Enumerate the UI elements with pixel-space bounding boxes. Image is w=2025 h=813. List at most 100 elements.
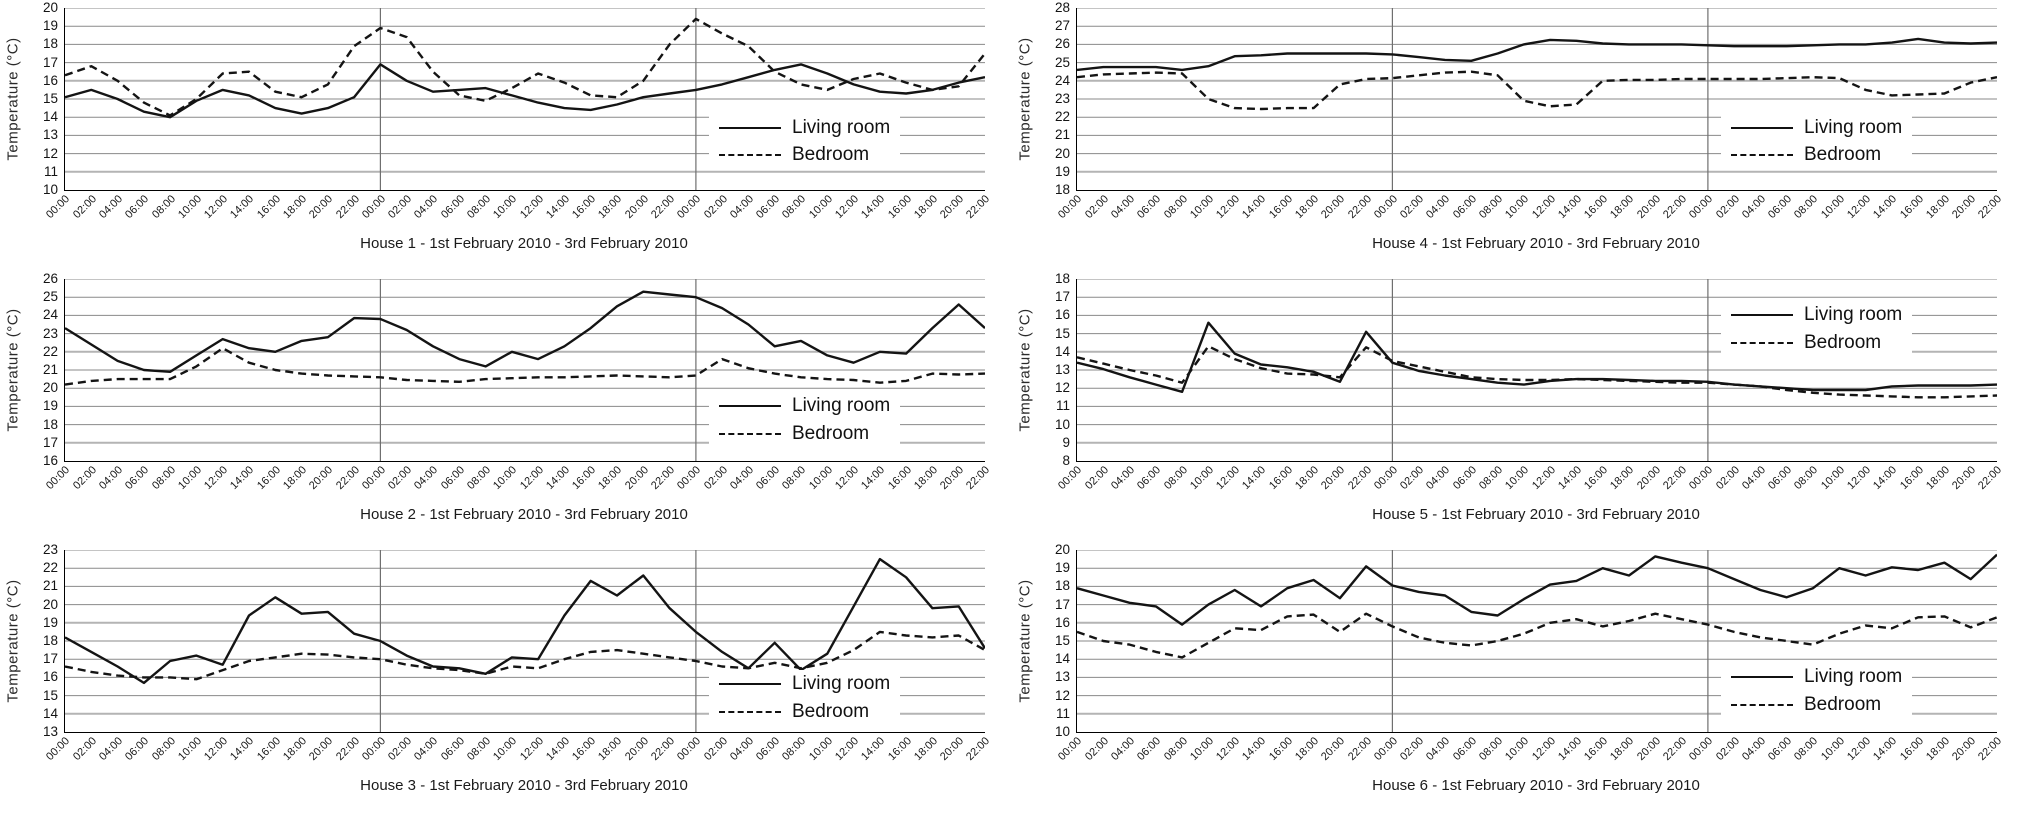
x-tick-label: 12:00 bbox=[517, 193, 546, 221]
legend-item-living: Living room bbox=[719, 395, 890, 416]
x-tick-label: 20:00 bbox=[1950, 464, 1979, 492]
bedroom-line-sample bbox=[719, 432, 781, 435]
y-tick-label: 19 bbox=[1054, 163, 1070, 179]
x-tick-label: 06:00 bbox=[1135, 464, 1164, 492]
living-room-line bbox=[65, 557, 985, 685]
y-tick-label: 15 bbox=[1054, 325, 1070, 341]
bedroom-line bbox=[1077, 345, 1997, 399]
x-tick-label: 20:00 bbox=[622, 735, 651, 763]
x-tick-label: 02:00 bbox=[701, 193, 730, 221]
y-axis-title: Temperature (°C) bbox=[1016, 579, 1034, 703]
x-tick-label: 22:00 bbox=[1661, 193, 1690, 221]
x-tick-label: 22:00 bbox=[1345, 464, 1374, 492]
living-room-line bbox=[1077, 37, 1997, 72]
x-tick-label: 08:00 bbox=[1161, 464, 1190, 492]
x-tick-label: 08:00 bbox=[780, 464, 809, 492]
y-tick-label: 27 bbox=[1054, 18, 1070, 34]
x-tick-label: 14:00 bbox=[1240, 193, 1269, 221]
x-tick-label: 18:00 bbox=[1608, 735, 1637, 763]
legend-label: Bedroom bbox=[792, 422, 870, 444]
x-tick-label: 22:00 bbox=[1661, 464, 1690, 492]
living-room-line-sample bbox=[719, 683, 781, 686]
x-tick-label: 06:00 bbox=[754, 735, 783, 763]
living-room-line bbox=[1077, 553, 1997, 626]
x-tick-label: 18:00 bbox=[281, 193, 310, 221]
x-tick-label: 16:00 bbox=[1897, 193, 1926, 221]
x-tick-label: 08:00 bbox=[465, 464, 494, 492]
x-tick-label: 16:00 bbox=[254, 735, 283, 763]
y-axis-ticks: 28 27 26 25 24 23 22 21 20 19 18 bbox=[1038, 0, 1076, 197]
x-tick-label: 08:00 bbox=[1792, 464, 1821, 492]
living-room-line-sample bbox=[1731, 313, 1793, 316]
x-tick-label: 04:00 bbox=[97, 464, 126, 492]
x-tick-label: 02:00 bbox=[1082, 193, 1111, 221]
x-tick-label: 00:00 bbox=[1371, 735, 1400, 763]
x-tick-label: 20:00 bbox=[938, 735, 967, 763]
x-tick-label: 10:00 bbox=[1503, 193, 1532, 221]
y-tick-label: 16 bbox=[1054, 307, 1070, 323]
legend-label: Bedroom bbox=[1804, 144, 1882, 166]
x-axis-ticks: 00:00 02:00 04:00 06:00 08:00 10:00 12:00 14:00… bbox=[1057, 461, 2005, 505]
x-tick-label: 22:00 bbox=[333, 735, 362, 763]
legend-item-bedroom: Bedroom bbox=[1731, 332, 1902, 353]
x-tick-label: 16:00 bbox=[885, 735, 914, 763]
chart-title: House 1 - 1st February 2010 - 3rd Februa… bbox=[360, 235, 688, 252]
plot-area: Living room Bedroom bbox=[1076, 279, 1997, 462]
x-axis-ticks: 00:00 02:00 04:00 06:00 08:00 10:00 12:00 14:00… bbox=[1057, 190, 2005, 234]
x-tick-label: 18:00 bbox=[1293, 735, 1322, 763]
plot-area: Living room Bedroom bbox=[1076, 550, 1997, 733]
x-tick-label: 10:00 bbox=[175, 464, 204, 492]
x-tick-label: 02:00 bbox=[1713, 464, 1742, 492]
legend-label: Bedroom bbox=[792, 701, 870, 723]
x-tick-label: 18:00 bbox=[911, 193, 940, 221]
x-tick-label: 18:00 bbox=[596, 464, 625, 492]
x-tick-label: 08:00 bbox=[149, 464, 178, 492]
chart-panel-house-2: Temperature (°C) 26 25 24 23 22 21 20 19 18 17 16 Li… bbox=[0, 271, 1012, 542]
chart-panel-house-4: Temperature (°C) 28 27 26 25 24 23 22 21 20 19 18 Li… bbox=[1012, 0, 2025, 271]
x-tick-label: 20:00 bbox=[1319, 464, 1348, 492]
bedroom-line bbox=[65, 17, 985, 117]
bedroom-line-sample bbox=[719, 154, 781, 157]
x-tick-label: 02:00 bbox=[70, 735, 99, 763]
x-tick-label: 20:00 bbox=[1634, 464, 1663, 492]
y-tick-label: 19 bbox=[1054, 560, 1070, 576]
x-tick-label: 02:00 bbox=[386, 464, 415, 492]
x-tick-label: 16:00 bbox=[1897, 464, 1926, 492]
x-tick-label: 06:00 bbox=[438, 193, 467, 221]
x-tick-label: 04:00 bbox=[1424, 735, 1453, 763]
bedroom-line-sample bbox=[1731, 341, 1793, 344]
chart-body: Temperature (°C) 28 27 26 25 24 23 22 21 20 19 18 Li… bbox=[1012, 0, 2025, 197]
x-tick-label: 18:00 bbox=[596, 193, 625, 221]
chart-title: House 4 - 1st February 2010 - 3rd Februa… bbox=[1372, 235, 1700, 252]
y-tick-label: 13 bbox=[42, 724, 58, 739]
y-tick-label: 26 bbox=[1054, 36, 1070, 52]
x-tick-label: 10:00 bbox=[1187, 464, 1216, 492]
x-tick-label: 06:00 bbox=[123, 193, 152, 221]
x-tick-label: 06:00 bbox=[1766, 735, 1795, 763]
legend-item-bedroom: Bedroom bbox=[1731, 694, 1902, 715]
x-tick-label: 04:00 bbox=[1424, 464, 1453, 492]
x-tick-label: 10:00 bbox=[175, 193, 204, 221]
x-tick-label: 08:00 bbox=[1477, 193, 1506, 221]
y-tick-label: 22 bbox=[42, 343, 58, 359]
y-tick-label: 11 bbox=[43, 163, 58, 179]
x-tick-label: 16:00 bbox=[1266, 464, 1295, 492]
x-tick-label: 10:00 bbox=[806, 193, 835, 221]
x-tick-label: 08:00 bbox=[149, 735, 178, 763]
x-tick-label: 16:00 bbox=[1582, 735, 1611, 763]
y-tick-label: 23 bbox=[42, 542, 58, 557]
x-axis-ticks: 00:00 02:00 04:00 06:00 08:00 10:00 12:00 14:00… bbox=[1057, 732, 2005, 776]
x-tick-label: 10:00 bbox=[806, 464, 835, 492]
x-tick-label: 18:00 bbox=[1923, 735, 1952, 763]
x-tick-label: 18:00 bbox=[281, 735, 310, 763]
x-tick-label: 16:00 bbox=[570, 735, 599, 763]
x-tick-label: 22:00 bbox=[964, 193, 993, 221]
x-tick-label: 14:00 bbox=[1871, 735, 1900, 763]
x-tick-label: 14:00 bbox=[228, 193, 257, 221]
x-tick-label: 12:00 bbox=[1845, 735, 1874, 763]
x-tick-label: 14:00 bbox=[228, 735, 257, 763]
x-tick-label: 18:00 bbox=[911, 464, 940, 492]
x-tick-label: 00:00 bbox=[675, 735, 704, 763]
x-tick-label: 02:00 bbox=[70, 193, 99, 221]
living-room-line-sample bbox=[719, 404, 781, 407]
